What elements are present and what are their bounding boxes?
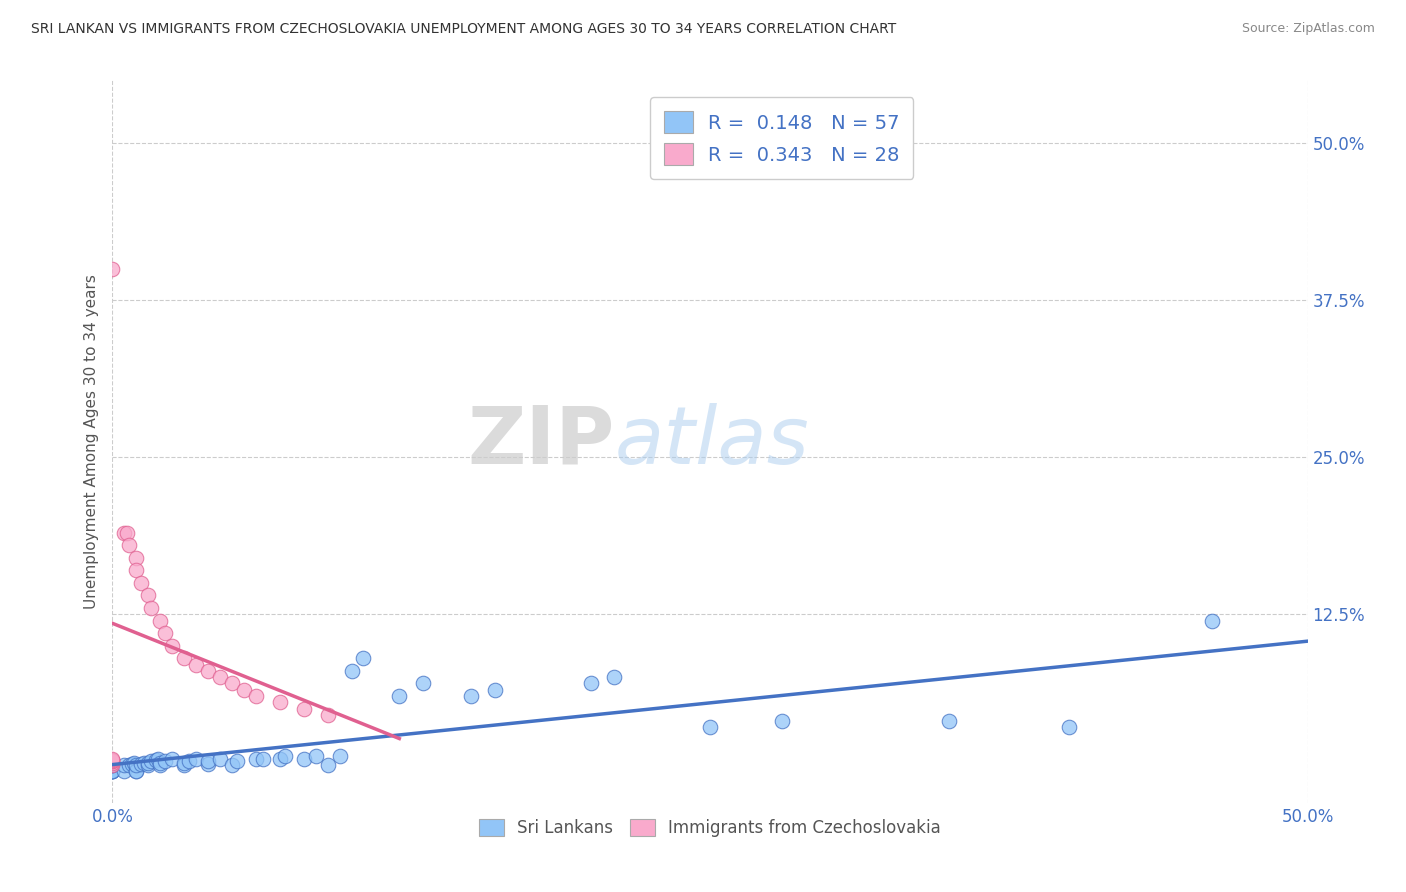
Text: SRI LANKAN VS IMMIGRANTS FROM CZECHOSLOVAKIA UNEMPLOYMENT AMONG AGES 30 TO 34 YE: SRI LANKAN VS IMMIGRANTS FROM CZECHOSLOV…	[31, 22, 896, 37]
Point	[125, 550, 148, 565]
Point	[114, 758, 135, 772]
Point	[177, 755, 200, 769]
Point	[603, 670, 626, 684]
Point	[273, 749, 295, 764]
Point	[292, 752, 315, 766]
Point	[149, 756, 172, 770]
Point	[101, 764, 124, 779]
Point	[173, 756, 195, 770]
Point	[115, 525, 138, 540]
Point	[579, 676, 602, 690]
Point	[209, 752, 232, 766]
Point	[101, 764, 124, 779]
Point	[225, 755, 247, 769]
Point	[101, 755, 124, 769]
Point	[114, 764, 135, 779]
Point	[388, 689, 411, 703]
Point	[153, 755, 176, 769]
Point	[101, 764, 124, 779]
Point	[125, 563, 148, 577]
Point	[173, 758, 195, 772]
Point	[292, 701, 315, 715]
Point	[1057, 720, 1080, 734]
Point	[221, 676, 243, 690]
Point	[197, 755, 219, 769]
Point	[101, 753, 124, 767]
Point	[1201, 614, 1223, 628]
Point	[197, 664, 219, 678]
Text: Source: ZipAtlas.com: Source: ZipAtlas.com	[1241, 22, 1375, 36]
Point	[101, 756, 124, 770]
Point	[245, 689, 267, 703]
Point	[138, 756, 160, 770]
Point	[209, 670, 232, 684]
Point	[186, 657, 208, 672]
Point	[305, 749, 328, 764]
Point	[118, 538, 141, 552]
Point	[699, 720, 721, 734]
Point	[269, 695, 291, 709]
Point	[125, 758, 148, 772]
Point	[101, 261, 124, 276]
Point	[132, 756, 155, 770]
Point	[149, 614, 172, 628]
Point	[138, 758, 160, 772]
Point	[122, 756, 145, 770]
Point	[484, 682, 506, 697]
Point	[245, 752, 267, 766]
Point	[252, 752, 274, 766]
Point	[197, 756, 219, 771]
Point	[101, 758, 124, 772]
Point	[460, 689, 482, 703]
Point	[340, 664, 363, 678]
Point	[129, 756, 152, 771]
Legend: Sri Lankans, Immigrants from Czechoslovakia: Sri Lankans, Immigrants from Czechoslova…	[467, 807, 953, 848]
Point	[125, 764, 148, 779]
Point	[233, 682, 256, 697]
Point	[101, 755, 124, 769]
Text: atlas: atlas	[614, 402, 810, 481]
Point	[153, 626, 176, 640]
Point	[316, 758, 339, 772]
Point	[412, 676, 434, 690]
Point	[269, 752, 291, 766]
Point	[938, 714, 960, 728]
Point	[173, 651, 195, 665]
Point	[149, 758, 172, 772]
Point	[138, 589, 160, 603]
Point	[101, 758, 124, 772]
Point	[101, 755, 124, 769]
Point	[139, 601, 162, 615]
Point	[770, 714, 793, 728]
Point	[101, 756, 124, 770]
Point	[329, 749, 352, 764]
Point	[118, 758, 141, 772]
Point	[145, 753, 167, 767]
Point	[186, 752, 208, 766]
Point	[101, 758, 124, 772]
Point	[221, 758, 243, 772]
Point	[129, 575, 152, 590]
Text: ZIP: ZIP	[467, 402, 614, 481]
Point	[352, 651, 374, 665]
Point	[162, 639, 183, 653]
Point	[121, 756, 143, 771]
Point	[139, 755, 162, 769]
Point	[101, 752, 124, 766]
Point	[316, 707, 339, 722]
Y-axis label: Unemployment Among Ages 30 to 34 years: Unemployment Among Ages 30 to 34 years	[83, 274, 98, 609]
Point	[162, 752, 183, 766]
Point	[101, 764, 124, 779]
Point	[146, 752, 169, 766]
Point	[114, 525, 135, 540]
Point	[125, 764, 148, 779]
